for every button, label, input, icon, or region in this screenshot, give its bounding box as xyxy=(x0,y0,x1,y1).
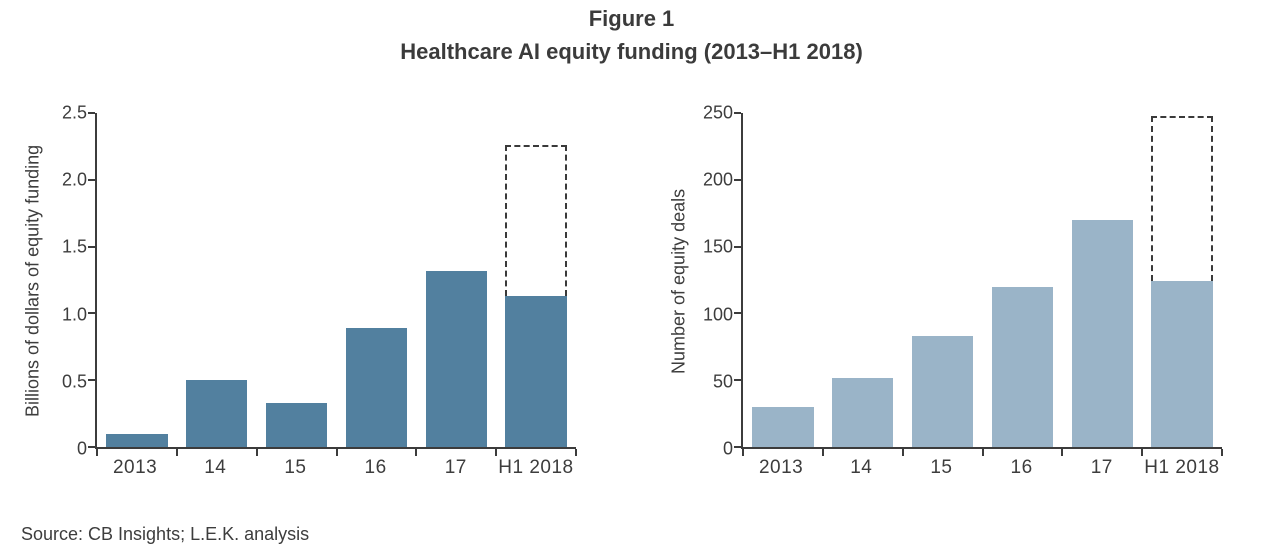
y-tick-label: 50 xyxy=(712,371,733,392)
x-tick-mark xyxy=(1141,449,1144,456)
annualized-projection-outline xyxy=(505,145,567,297)
x-tick-label: 2013 xyxy=(112,457,158,478)
x-tick-mark xyxy=(255,449,258,456)
x-tick-label: 17 xyxy=(1090,457,1113,478)
figure-title: Healthcare AI equity funding (2013–H1 20… xyxy=(400,39,863,64)
y-tick-mark xyxy=(88,312,95,315)
y-tick-mark xyxy=(734,178,741,181)
y-tick-label: 150 xyxy=(702,236,733,257)
x-tick-label: 16 xyxy=(364,457,387,478)
funding-y-axis-title: Billions of dollars of equity funding xyxy=(22,144,43,418)
funding-plot-column: 2013 14 15 16 17 H1 2018 xyxy=(88,112,577,479)
bar-16 xyxy=(345,328,408,447)
y-tick-label: 100 xyxy=(702,304,733,325)
deals-x-axis-labels: 2013 14 15 16 17 H1 2018 xyxy=(741,457,1222,479)
x-tick-label: 2013 xyxy=(758,457,804,478)
x-tick-mark xyxy=(175,449,178,456)
figure-titles: Figure 1 Healthcare AI equity funding (2… xyxy=(0,8,1263,63)
bar-15 xyxy=(265,402,328,447)
deals-plot-column: 2013 14 15 16 17 H1 2018 xyxy=(734,112,1223,479)
bar-17 xyxy=(425,270,487,447)
x-tick-mark xyxy=(495,449,498,456)
y-tick-mark xyxy=(734,245,741,248)
deals-plot-area xyxy=(734,112,1223,456)
funding-x-axis-labels: 2013 14 15 16 17 H1 2018 xyxy=(95,457,576,479)
deals-chart: Number of equity deals 0 50 100 150 200 250 2… xyxy=(667,103,1223,479)
x-tick-label: 17 xyxy=(444,457,467,478)
bar-2013 xyxy=(752,406,814,447)
annualized-projection-outline xyxy=(1151,115,1213,282)
y-tick-label: 1.0 xyxy=(61,304,87,325)
bar-16 xyxy=(991,286,1054,447)
source-note: Source: CB Insights; L.E.K. analysis xyxy=(21,524,310,544)
x-tick-mark xyxy=(1221,449,1223,456)
x-tick-label: H1 2018 xyxy=(498,457,574,478)
bar-h1-2018 xyxy=(1151,281,1213,447)
y-tick-label: 1.5 xyxy=(61,236,87,257)
y-tick-mark xyxy=(734,312,741,315)
x-tick-mark xyxy=(335,449,338,456)
y-tick-label: 2.0 xyxy=(61,169,87,190)
x-tick-label: H1 2018 xyxy=(1144,457,1220,478)
x-tick-mark xyxy=(981,449,984,456)
y-tick-label: 0.5 xyxy=(61,371,87,392)
bar-17 xyxy=(1071,219,1133,447)
y-tick-mark xyxy=(88,245,95,248)
deals-y-axis-tick-labels: 0 50 100 150 200 250 xyxy=(691,103,741,459)
x-tick-label: 14 xyxy=(204,457,227,478)
y-tick-label: 0 xyxy=(76,438,87,459)
x-tick-mark xyxy=(821,449,824,456)
bar-14 xyxy=(186,380,248,447)
deals-y-axis-title: Number of equity deals xyxy=(668,188,689,374)
y-tick-mark xyxy=(88,178,95,181)
x-tick-mark xyxy=(742,449,744,456)
x-tick-mark xyxy=(575,449,577,456)
bar-h1-2018 xyxy=(505,296,567,447)
y-tick-mark xyxy=(88,112,95,114)
bar-2013 xyxy=(106,433,168,447)
y-tick-mark xyxy=(88,446,95,448)
bar-14 xyxy=(832,377,894,447)
x-tick-mark xyxy=(96,449,98,456)
y-tick-mark xyxy=(734,379,741,382)
x-tick-mark xyxy=(415,449,418,456)
figure-label: Figure 1 xyxy=(588,6,675,31)
y-tick-mark xyxy=(734,112,741,114)
x-tick-label: 16 xyxy=(1010,457,1033,478)
x-tick-label: 14 xyxy=(850,457,873,478)
y-tick-label: 2.5 xyxy=(61,102,87,123)
x-tick-mark xyxy=(1061,449,1064,456)
x-tick-mark xyxy=(901,449,904,456)
funding-y-axis-tick-labels: 0 0.5 1.0 1.5 2.0 2.5 xyxy=(45,103,95,459)
x-tick-label: 15 xyxy=(930,457,953,478)
funding-plot-area xyxy=(88,112,577,456)
y-tick-label: 0 xyxy=(722,438,733,459)
bar-15 xyxy=(911,336,974,447)
y-tick-label: 250 xyxy=(702,102,733,123)
y-tick-mark xyxy=(88,379,95,382)
y-tick-mark xyxy=(734,446,741,448)
x-tick-label: 15 xyxy=(284,457,307,478)
y-tick-label: 200 xyxy=(702,169,733,190)
